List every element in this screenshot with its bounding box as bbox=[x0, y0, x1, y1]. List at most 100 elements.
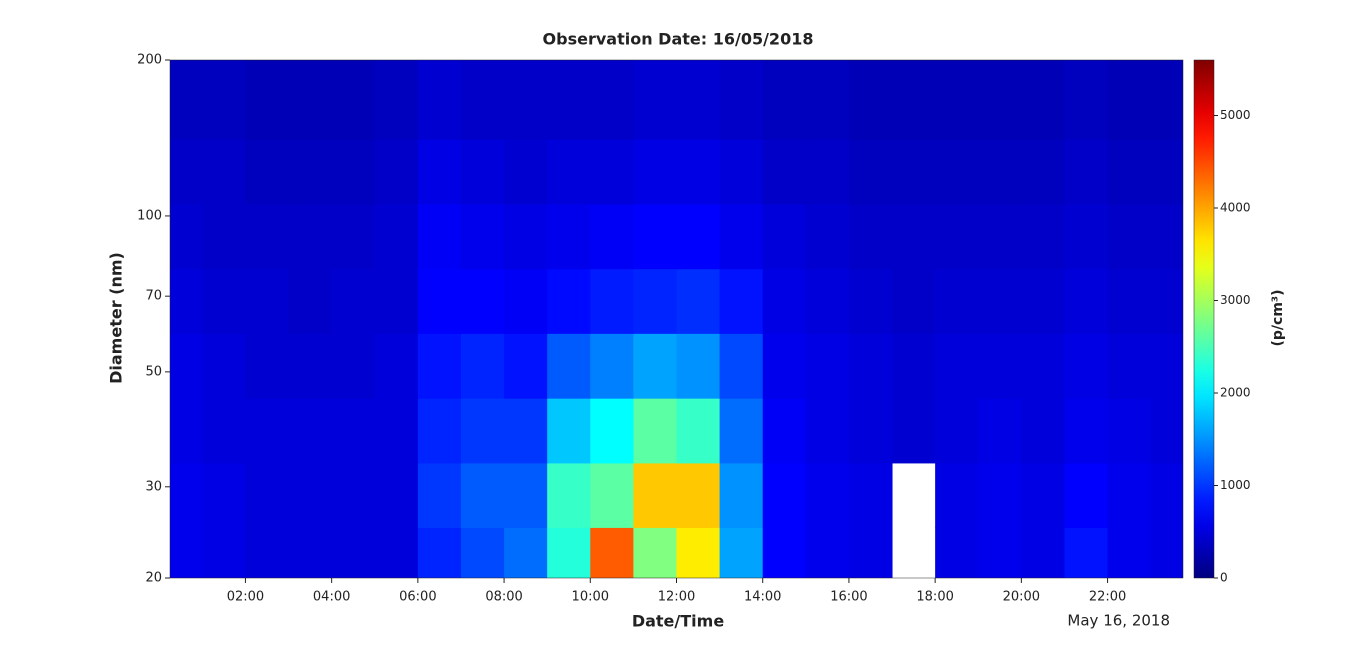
heatmap-cell bbox=[1021, 462, 1065, 528]
heatmap-cell bbox=[719, 527, 764, 578]
x-tick-label: 02:00 bbox=[227, 590, 264, 605]
heatmap-cell bbox=[245, 60, 290, 140]
heatmap-cell bbox=[1150, 333, 1183, 399]
heatmap-cell bbox=[719, 462, 764, 528]
heatmap-cell bbox=[1150, 398, 1183, 464]
heatmap-cell bbox=[547, 139, 591, 205]
heatmap-cell bbox=[504, 333, 548, 399]
heatmap-cell bbox=[762, 527, 807, 578]
heatmap-cell bbox=[460, 527, 505, 578]
heatmap-cell bbox=[417, 527, 462, 578]
x-tick-label: 18:00 bbox=[916, 590, 953, 605]
heatmap-cell bbox=[374, 527, 419, 578]
heatmap-cell bbox=[978, 60, 1022, 140]
heatmap-cell bbox=[1107, 398, 1152, 464]
heatmap-cell bbox=[848, 60, 893, 140]
heatmap-cell bbox=[676, 333, 721, 399]
heatmap-cell bbox=[1064, 333, 1109, 399]
heatmap-cell bbox=[504, 60, 548, 140]
date-label: May 16, 2018 bbox=[1067, 612, 1170, 630]
heatmap-cell bbox=[590, 268, 634, 334]
heatmap-cell bbox=[978, 527, 1022, 578]
heatmap-cell bbox=[719, 139, 764, 205]
heatmap-cell bbox=[288, 462, 333, 528]
heatmap-cell bbox=[547, 268, 591, 334]
heatmap-cell bbox=[1150, 462, 1183, 528]
heatmap-cell bbox=[460, 462, 505, 528]
heatmap-cell bbox=[331, 139, 376, 205]
heatmap-cell bbox=[762, 462, 807, 528]
heatmap-cell bbox=[935, 268, 979, 334]
heatmap-cell bbox=[504, 139, 548, 205]
heatmap-cell bbox=[762, 203, 807, 270]
heatmap-cell bbox=[935, 398, 979, 464]
heatmap-cell bbox=[460, 139, 505, 205]
heatmap-cell bbox=[719, 333, 764, 399]
heatmap-cell bbox=[1021, 333, 1065, 399]
heatmap-cell bbox=[762, 139, 807, 205]
heatmap-cell bbox=[1150, 60, 1183, 140]
heatmap-cell bbox=[417, 60, 462, 140]
heatmap-cell bbox=[676, 268, 721, 334]
heatmap-cell bbox=[374, 462, 419, 528]
colorbar-tick-label: 1000 bbox=[1220, 478, 1251, 492]
heatmap-cell bbox=[633, 60, 677, 140]
colorbar-tick-label: 3000 bbox=[1220, 293, 1251, 307]
y-tick-label: 100 bbox=[137, 208, 162, 223]
heatmap-cell bbox=[374, 333, 419, 399]
colorbar-tick-label: 0 bbox=[1220, 571, 1228, 585]
heatmap-cell bbox=[374, 139, 419, 205]
y-tick-label: 70 bbox=[145, 289, 162, 304]
heatmap-cell bbox=[1150, 527, 1183, 578]
heatmap-cell bbox=[460, 333, 505, 399]
heatmap-cell bbox=[1107, 462, 1152, 528]
heatmap-cell bbox=[848, 398, 893, 464]
heatmap-cell bbox=[1150, 203, 1183, 270]
heatmap-cell bbox=[547, 203, 591, 270]
heatmap-cell bbox=[1107, 527, 1152, 578]
heatmap-cell bbox=[762, 333, 807, 399]
heatmap-cell bbox=[374, 398, 419, 464]
heatmap-cell bbox=[245, 462, 290, 528]
heatmap-cell bbox=[288, 333, 333, 399]
heatmap-cell bbox=[460, 60, 505, 140]
heatmap-cell bbox=[935, 203, 979, 270]
heatmap-cell bbox=[1064, 139, 1109, 205]
heatmap-cell bbox=[202, 268, 246, 334]
heatmap-cell bbox=[417, 139, 462, 205]
heatmap-cell bbox=[288, 268, 333, 334]
heatmap-cell bbox=[805, 333, 850, 399]
heatmap-cell bbox=[1021, 527, 1065, 578]
x-tick-label: 20:00 bbox=[1003, 590, 1040, 605]
x-tick-label: 16:00 bbox=[830, 590, 867, 605]
heatmap-cell bbox=[719, 203, 764, 270]
heatmap-cell bbox=[590, 527, 634, 578]
heatmap-cell bbox=[676, 60, 721, 140]
heatmap-cell bbox=[590, 60, 634, 140]
colorbar-label: (p/cm³) bbox=[1270, 290, 1286, 347]
heatmap-cell bbox=[805, 268, 850, 334]
heatmap-cell bbox=[1021, 268, 1065, 334]
heatmap-cell bbox=[417, 203, 462, 270]
heatmap-cell bbox=[805, 203, 850, 270]
colorbar-tick-label: 2000 bbox=[1220, 386, 1251, 400]
y-tick-label: 20 bbox=[145, 571, 162, 586]
heatmap-cell bbox=[848, 527, 893, 578]
heatmap-cell bbox=[935, 462, 979, 528]
heatmap-cell bbox=[202, 398, 246, 464]
heatmap-cell bbox=[978, 462, 1022, 528]
x-tick-label: 12:00 bbox=[658, 590, 695, 605]
heatmap-cell bbox=[504, 203, 548, 270]
heatmap-cell bbox=[202, 139, 246, 205]
heatmap-cell bbox=[1021, 398, 1065, 464]
heatmap-cell bbox=[245, 139, 290, 205]
heatmap-cell bbox=[374, 60, 419, 140]
heatmap-cell bbox=[202, 203, 246, 270]
heatmap-cell bbox=[590, 139, 634, 205]
heatmap-cell bbox=[504, 398, 548, 464]
heatmap-cell bbox=[676, 527, 721, 578]
heatmap-cell bbox=[1064, 527, 1109, 578]
heatmap-cell bbox=[374, 203, 419, 270]
heatmap-cell bbox=[1064, 398, 1109, 464]
